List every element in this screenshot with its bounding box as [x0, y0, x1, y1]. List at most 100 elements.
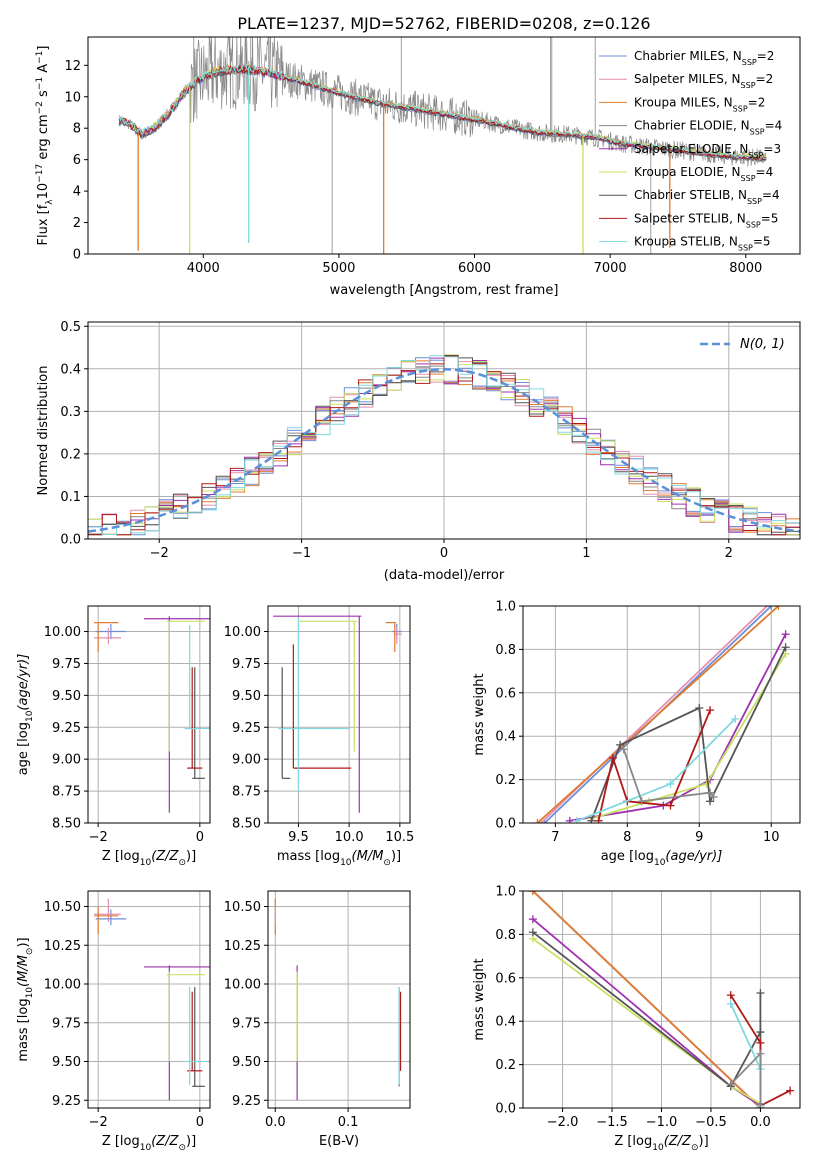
- legend-n: =2: [757, 49, 775, 63]
- model-spectrum: [118, 64, 767, 161]
- axes-frame: [267, 890, 411, 1109]
- y-tick-label: 9.50: [232, 689, 261, 704]
- weight-line: [597, 709, 711, 822]
- x-axis-label: E(B-V): [319, 1134, 359, 1149]
- weight-line: [532, 931, 762, 1106]
- label-part: ⊙: [178, 1143, 186, 1153]
- y-tick-label: 9.25: [52, 1094, 81, 1109]
- legend-entry: Kroupa ELODIE, NSSP=4: [634, 165, 773, 183]
- label-part: 10: [25, 710, 35, 722]
- y-tick-label: 10.25: [224, 939, 261, 954]
- label-part: 10: [36, 183, 51, 200]
- y-tick-label: 9.25: [232, 721, 261, 736]
- y-tick-label: 9.75: [52, 657, 81, 672]
- legend-sub: SSP: [741, 174, 756, 183]
- y-tick-label: 9.50: [232, 1055, 261, 1070]
- y-tick-label: 12: [64, 59, 81, 74]
- label-part: Z [log: [102, 1134, 140, 1149]
- panel-mass-vs-ebv: 0.0 0.1 9.25 9.50 9.75 10.00 10.25 10.50 E(B-V): [224, 890, 411, 1149]
- x-tick-label: −2.0: [547, 1115, 579, 1130]
- label-part: 10: [25, 987, 35, 999]
- x-tick-label: 0.0: [265, 1115, 286, 1130]
- x-tick-label: 6000: [458, 261, 491, 276]
- axes-frame: [87, 890, 211, 1109]
- weight-marker: [528, 915, 537, 924]
- y-tick-label: 0.5: [60, 320, 81, 335]
- y-tick-label: 9.50: [52, 1055, 81, 1070]
- weight-marker: [781, 630, 790, 639]
- y-tick-label: 0.2: [495, 1058, 516, 1073]
- label-part: age [log: [601, 849, 654, 864]
- legend-name: Kroupa STELIB, N: [634, 235, 738, 249]
- x-tick-label: 0: [196, 1115, 204, 1130]
- weight-line: [622, 748, 715, 803]
- x-tick-label: 5000: [322, 261, 355, 276]
- weight-marker: [572, 816, 581, 823]
- label-part: mass weight: [472, 673, 487, 755]
- legend-name: Kroupa MILES, N: [634, 95, 733, 109]
- weight-marker: [786, 1086, 795, 1095]
- weight-marker: [726, 991, 735, 1000]
- plot-area: [94, 898, 210, 1101]
- label-part: mass [log: [277, 849, 340, 864]
- weight-marker: [666, 801, 675, 810]
- weight-marker: [756, 1099, 765, 1108]
- y-tick-label: 9.25: [52, 721, 81, 736]
- x-tick-label: 2: [725, 546, 733, 561]
- x-tick-label: 9: [695, 830, 703, 845]
- y-tick-label: 10: [64, 90, 81, 105]
- y-tick-label: 0.8: [495, 643, 516, 658]
- weight-line: [591, 653, 787, 820]
- weight-marker: [702, 779, 711, 788]
- label-part: )]: [699, 1134, 709, 1149]
- label-part: (Z/Z: [664, 1134, 692, 1149]
- y-axis-label: Normed distribution: [36, 366, 51, 496]
- weight-line: [532, 891, 762, 1108]
- axes-frame: [87, 605, 211, 824]
- weight-marker: [619, 745, 628, 754]
- weight-line: [536, 606, 780, 823]
- x-axis-label: Z [log10(Z/Z⊙)]: [102, 849, 196, 868]
- label-part: s: [36, 90, 51, 101]
- plot-area: [274, 898, 402, 1101]
- y-tick-label: 0.6: [495, 971, 516, 986]
- y-tick-label: 0.6: [495, 686, 516, 701]
- legend-n: =5: [753, 235, 771, 249]
- y-tick-label: 0.1: [60, 490, 81, 505]
- x-tick-label: −2: [89, 830, 108, 845]
- y-axis-label: Flux [fλ10−17 erg cm−2 s−1 A−1]: [35, 46, 55, 246]
- weight-marker: [774, 606, 783, 610]
- weight-marker: [781, 643, 790, 652]
- weight-marker: [706, 706, 715, 715]
- x-axis-label: wavelength [Angstrom, rest frame]: [330, 283, 559, 298]
- plot-area: [273, 615, 402, 813]
- legend-entry: Chabrier ELODIE, NSSP=4: [634, 119, 782, 137]
- weight-marker: [756, 1049, 765, 1058]
- legend-entry: N(0, 1): [740, 337, 785, 352]
- y-tick-label: 10.50: [224, 900, 261, 915]
- label-part: ⊙: [383, 858, 391, 868]
- y-tick-label: 9.75: [232, 657, 261, 672]
- label-part: Z [log: [614, 1134, 652, 1149]
- x-tick-label: 8000: [729, 261, 762, 276]
- label-part: 10: [140, 858, 152, 868]
- y-axis-label: age [log10(age/yr)]: [16, 654, 35, 776]
- label-part: Z [log: [102, 849, 140, 864]
- y-tick-label: 10.00: [44, 625, 81, 640]
- label-part: ⊙: [25, 948, 35, 956]
- y-tick-label: 8.50: [232, 817, 261, 832]
- x-tick-label: 1: [582, 546, 590, 561]
- legend-name: Chabrier STELIB, N: [634, 188, 747, 202]
- label-part: mass [log: [16, 998, 31, 1061]
- legend-entry: Salpeter ELODIE, NSSP=3: [634, 142, 781, 160]
- y-tick-label: 8: [73, 122, 81, 137]
- weight-marker: [608, 753, 617, 762]
- panel-spectrum: 4000 5000 6000 7000 8000 0 2 4 6 8 10 12 wavelength …: [35, 36, 801, 298]
- y-tick-label: 0.3: [60, 405, 81, 420]
- legend-n: =5: [761, 211, 779, 225]
- weight-marker: [706, 788, 715, 797]
- x-axis-label: Z [log10(Z/Z⊙)]: [614, 1134, 708, 1153]
- label-part: )]: [186, 849, 196, 864]
- y-axis-label: mass weight: [472, 673, 487, 755]
